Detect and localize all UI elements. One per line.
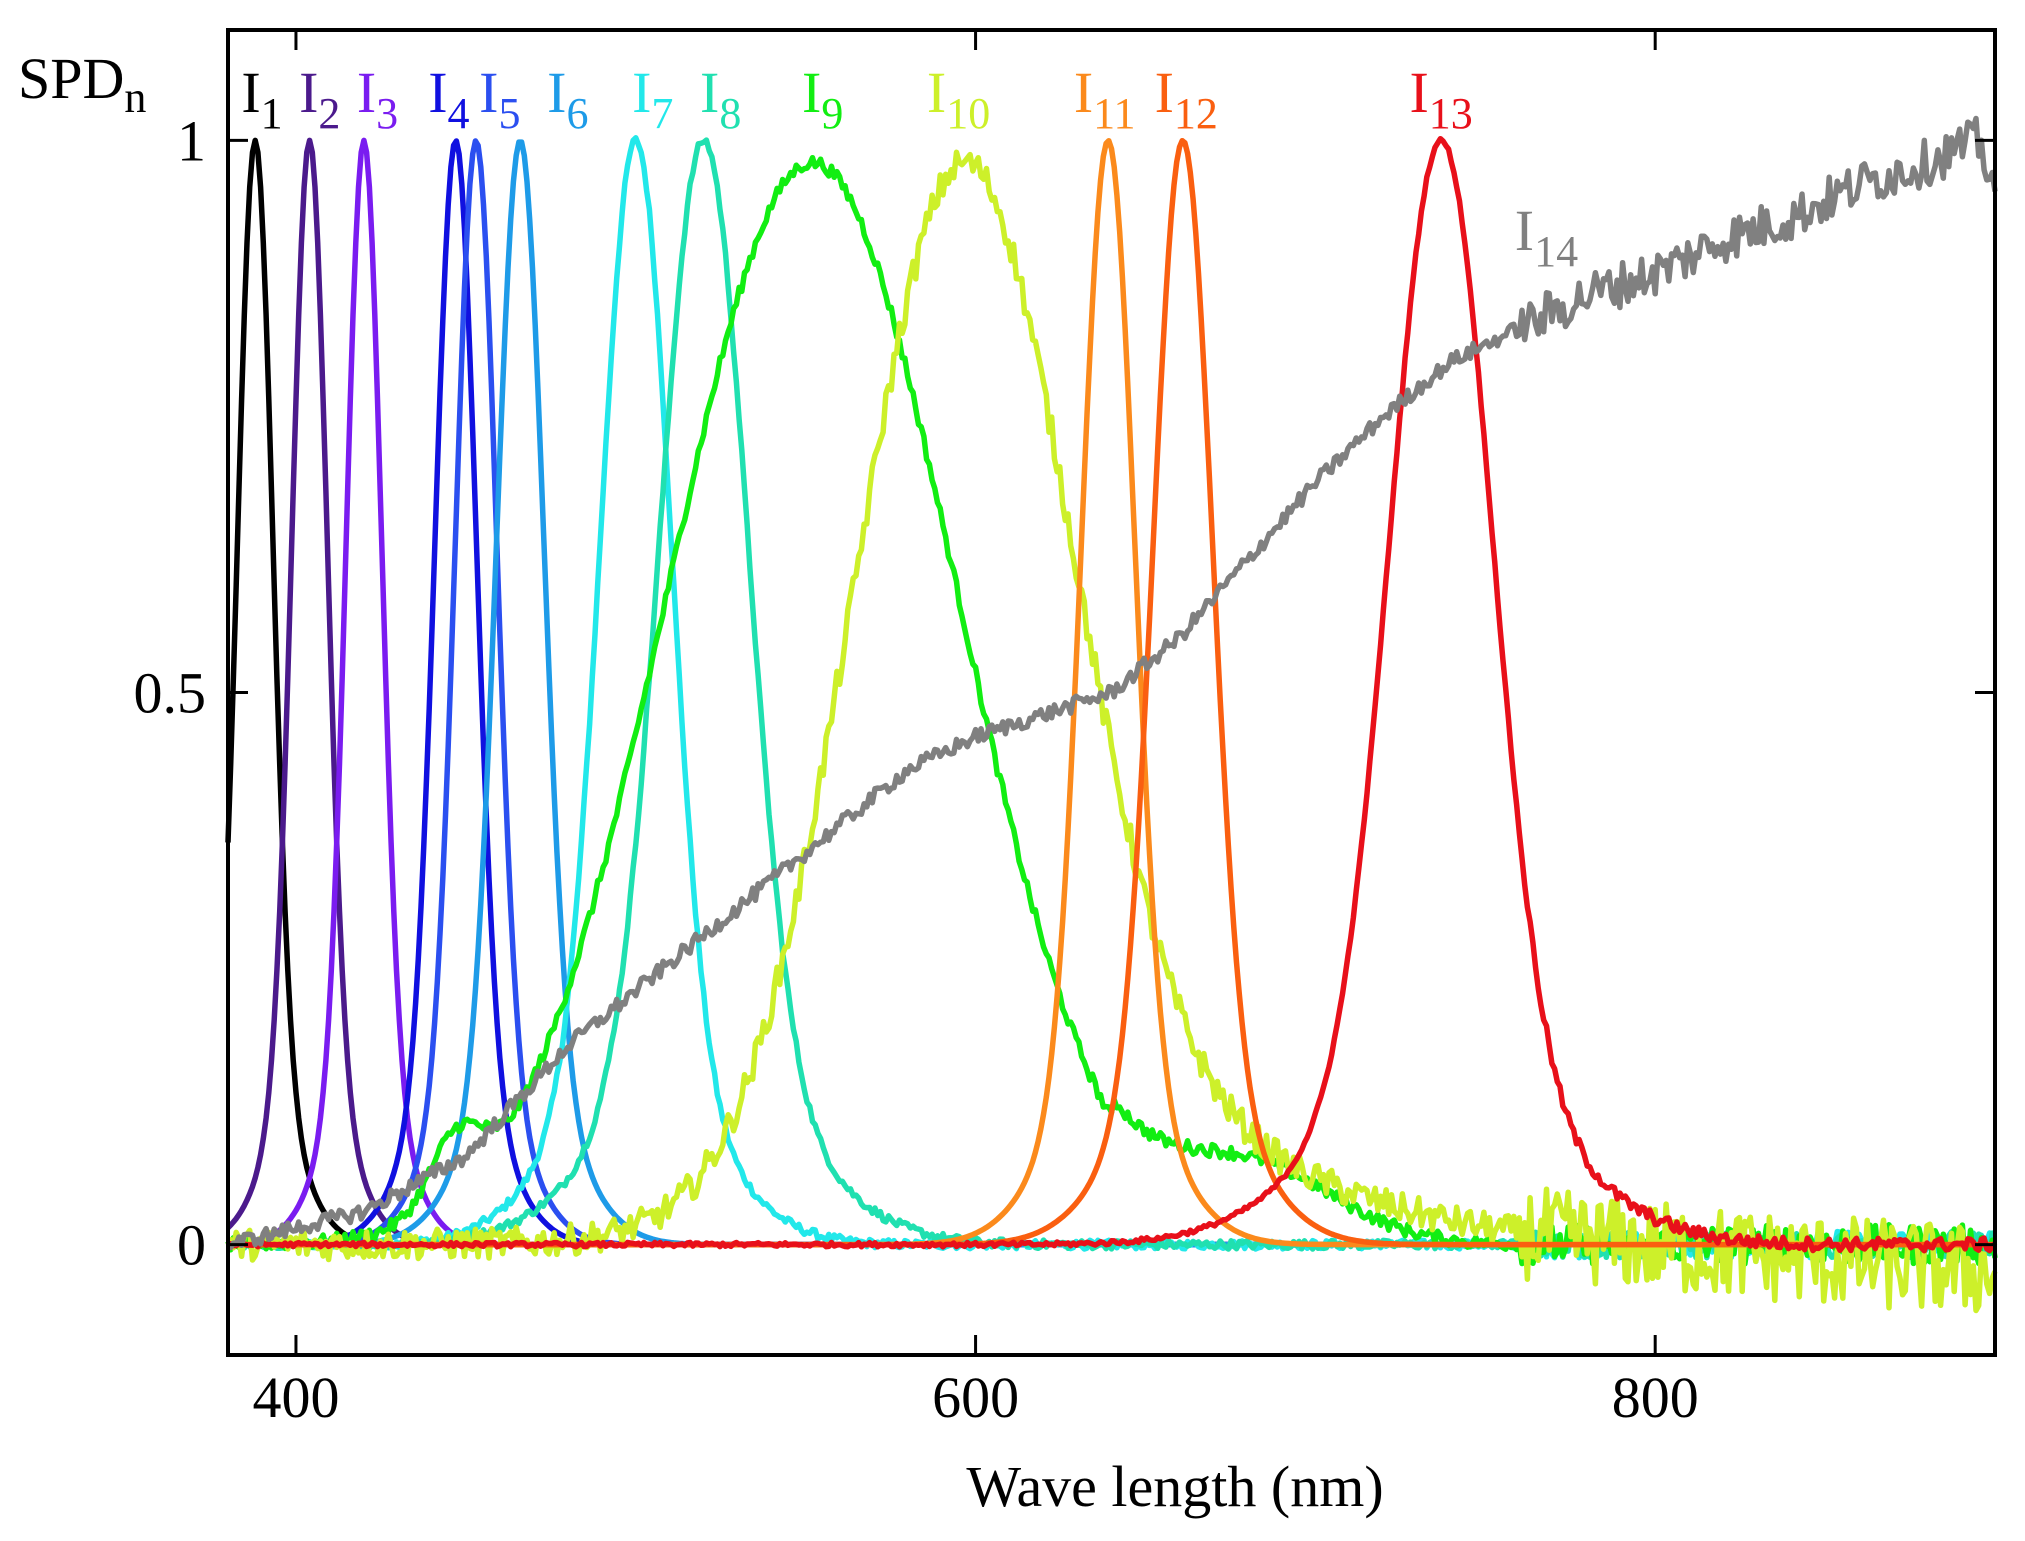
series-curves bbox=[225, 115, 1998, 1314]
series-label-10: I10 bbox=[927, 60, 990, 138]
x-tick-label: 800 bbox=[1612, 1365, 1699, 1430]
series-line-10 bbox=[225, 149, 1998, 1314]
x-tick-label: 600 bbox=[932, 1365, 1019, 1430]
y-tick-label: 0 bbox=[177, 1213, 206, 1278]
series-label-9: I9 bbox=[802, 60, 843, 138]
series-labels: I1 I2 I3 I4 I5 I6 I7 I8 I9 I10 I11 I12 I13 I14 bbox=[241, 60, 1578, 276]
axis-ticks bbox=[228, 30, 1995, 1355]
series-label-13: I13 bbox=[1409, 60, 1472, 138]
y-tick-label: 1 bbox=[177, 108, 206, 173]
series-label-8: I8 bbox=[700, 60, 741, 138]
x-tick-label: 400 bbox=[252, 1365, 339, 1430]
series-label-5: I5 bbox=[479, 60, 520, 138]
series-label-6: I6 bbox=[547, 60, 588, 138]
series-label-2: I2 bbox=[299, 60, 340, 138]
series-line-14 bbox=[226, 115, 1998, 1251]
series-label-3: I3 bbox=[357, 60, 398, 138]
series-label-4: I4 bbox=[428, 60, 469, 138]
series-label-7: I7 bbox=[632, 60, 673, 138]
series-label-11: I11 bbox=[1074, 60, 1136, 138]
y-axis-label: SPDn bbox=[18, 46, 146, 122]
series-line-13 bbox=[227, 135, 1998, 1254]
tick-labels: 400 600 800 0 0.5 1 bbox=[134, 108, 1699, 1430]
series-label-1: I1 bbox=[241, 60, 282, 138]
x-axis-label: Wave length (nm) bbox=[966, 1454, 1383, 1519]
y-tick-label: 0.5 bbox=[134, 661, 207, 726]
series-label-14: I14 bbox=[1515, 198, 1578, 276]
series-label-12: I12 bbox=[1155, 60, 1218, 138]
